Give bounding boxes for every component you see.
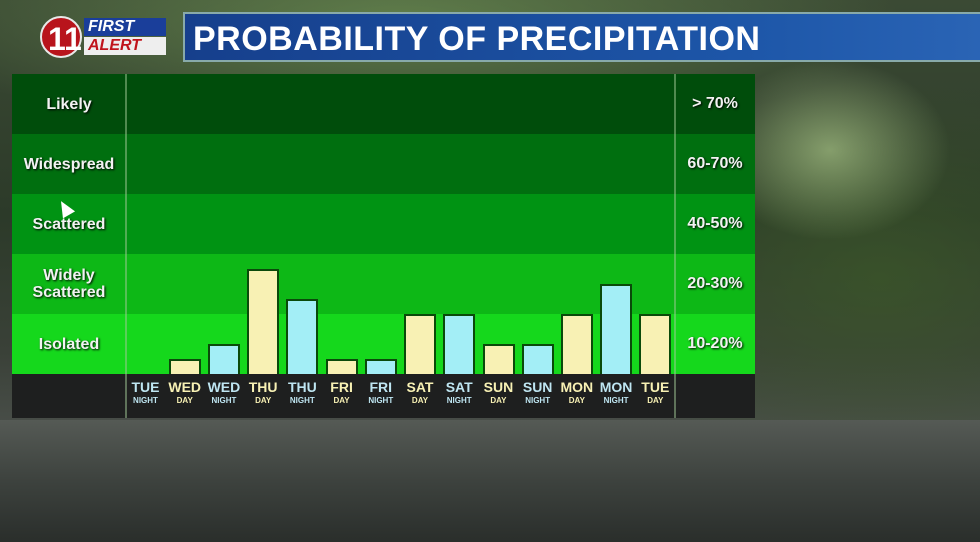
band-range: 20-30% (687, 275, 743, 292)
bar-sat-day (404, 314, 437, 374)
tick-day: FRI (369, 379, 393, 395)
band-label: Isolated (38, 335, 100, 353)
x-tick-label: FRI NIGHT (361, 380, 400, 407)
tick-day: WED (168, 379, 202, 395)
page-title: PROBABILITY OF PRECIPITATION (193, 20, 761, 58)
tick-day: TUE (131, 379, 160, 395)
x-tick-label: SAT NIGHT (440, 380, 479, 407)
tick-day: WED (207, 379, 241, 395)
tick-period: DAY (176, 396, 193, 405)
tick-period: NIGHT (603, 396, 629, 405)
bar-sun-day (482, 344, 515, 374)
band-widespread: Widespread 60-70% (12, 134, 755, 194)
bar-thu-night (286, 299, 319, 374)
x-tick-label: THU NIGHT (283, 380, 322, 407)
bar-fri-day (325, 359, 358, 374)
tick-day: MON (599, 379, 633, 395)
tick-period: DAY (411, 396, 429, 405)
tick-day: THU (287, 379, 317, 395)
tick-period: NIGHT (211, 396, 237, 405)
tick-period: NIGHT (133, 396, 158, 405)
x-tick-label: FRI DAY (322, 380, 361, 407)
tick-period: DAY (568, 396, 585, 405)
band-range: 40-50% (687, 215, 743, 232)
tick-day: THU (248, 379, 278, 395)
tick-day: FRI (330, 379, 353, 395)
x-tick-label: MON DAY (557, 380, 596, 407)
bar-sat-night (443, 314, 476, 374)
tick-day: TUE (641, 379, 670, 395)
bar-thu-day (247, 269, 280, 374)
tick-period: DAY (255, 396, 272, 405)
bar-mon-day (560, 314, 593, 374)
x-tick-label: TUE NIGHT (126, 380, 165, 407)
x-tick-label: SUN NIGHT (518, 380, 557, 407)
x-tick-label: WED NIGHT (204, 380, 243, 407)
bar-fri-night (364, 359, 397, 374)
left-divider (125, 74, 127, 418)
x-tick-label: MON NIGHT (597, 380, 636, 407)
band-likely: Likely > 70% (12, 74, 755, 134)
bar-mon-night (600, 284, 633, 374)
x-tick-label: WED DAY (165, 380, 204, 407)
band-label: Likely (46, 95, 92, 113)
tick-period: NIGHT (368, 396, 394, 405)
bar-wed-night (208, 344, 241, 374)
tick-day: SUN (483, 379, 514, 395)
precipitation-chart: Likely > 70% Widespread 60-70% Scattered 40-5… (12, 74, 755, 418)
band-label: Widely Scattered (32, 267, 106, 301)
tick-day: MON (560, 379, 594, 395)
first-alert-logo: 11 FIRST ALERT (40, 14, 170, 60)
band-label: Scattered (32, 215, 106, 233)
logo-first: FIRST (84, 18, 166, 36)
band-scattered: Scattered 40-50% (12, 194, 755, 254)
right-divider (674, 74, 676, 418)
band-label: Widespread (23, 155, 115, 173)
tick-day: SAT (406, 379, 434, 395)
tick-period: NIGHT (446, 396, 472, 405)
bar-tue-day (639, 314, 672, 374)
x-axis-strip (12, 374, 755, 418)
tick-day: SUN (522, 379, 553, 395)
x-tick-label: THU DAY (244, 380, 283, 407)
x-tick-label: TUE DAY (636, 380, 675, 407)
x-tick-label: SUN DAY (479, 380, 518, 407)
tick-period: NIGHT (525, 396, 551, 405)
bar-wed-day (168, 359, 201, 374)
logo-alert: ALERT (84, 37, 166, 55)
band-range: > 70% (692, 95, 738, 112)
band-range: 10-20% (687, 335, 743, 352)
tick-period: NIGHT (289, 396, 315, 405)
tick-day: SAT (445, 379, 473, 395)
tick-period: DAY (647, 396, 664, 405)
background-wet-ground (0, 420, 980, 542)
tick-period: DAY (490, 396, 507, 405)
band-widely-scattered: Widely Scattered 20-30% (12, 254, 755, 314)
tick-period: DAY (333, 396, 350, 405)
bar-sun-night (521, 344, 554, 374)
band-range: 60-70% (687, 155, 743, 172)
logo-circle: 11 (40, 16, 82, 58)
x-tick-label: SAT DAY (401, 380, 440, 407)
title-bar: PROBABILITY OF PRECIPITATION (183, 12, 980, 62)
